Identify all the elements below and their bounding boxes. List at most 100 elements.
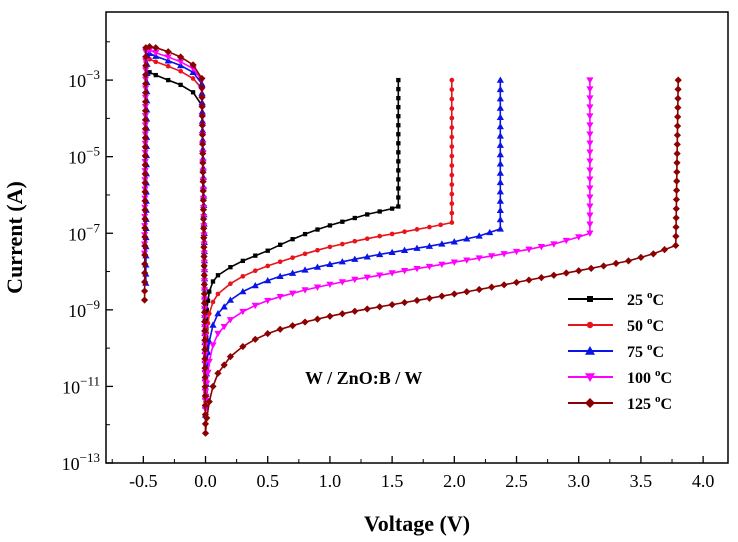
data-point <box>672 214 680 222</box>
legend-label: 100 oC <box>627 367 672 387</box>
data-point <box>496 160 504 167</box>
data-point <box>265 248 270 253</box>
data-point <box>389 206 395 211</box>
data-point <box>624 257 633 265</box>
data-point <box>674 94 682 103</box>
data-point <box>201 420 210 428</box>
data-point <box>600 262 608 270</box>
data-point <box>313 315 322 323</box>
data-point <box>438 292 446 300</box>
data-point <box>586 230 594 237</box>
x-tick-label: 4.0 <box>692 471 715 491</box>
data-point <box>141 224 149 232</box>
legend-label: 125 oC <box>627 393 672 413</box>
data-point <box>674 76 682 84</box>
x-tick-label: 3.5 <box>630 471 653 491</box>
legend-item: 25 oC <box>568 289 664 309</box>
data-point <box>190 76 196 81</box>
data-point <box>199 159 207 167</box>
data-point <box>586 77 594 84</box>
data-point <box>496 178 504 186</box>
data-point <box>203 414 211 422</box>
data-point <box>363 274 371 281</box>
data-point <box>210 279 216 284</box>
data-point <box>496 150 504 158</box>
data-point <box>228 265 233 270</box>
data-point <box>449 210 455 216</box>
data-point <box>165 63 171 69</box>
data-point <box>226 296 234 303</box>
data-point <box>475 232 483 239</box>
data-point <box>575 234 583 241</box>
data-point <box>209 321 217 328</box>
data-point <box>396 168 401 173</box>
data-point <box>201 345 209 354</box>
legend-label: 75 oC <box>627 341 664 361</box>
data-point <box>672 195 681 204</box>
data-point <box>338 310 346 318</box>
data-point <box>301 318 309 326</box>
data-point <box>400 246 409 253</box>
plot-frame <box>105 11 729 464</box>
data-point <box>315 227 320 232</box>
data-point <box>525 276 533 284</box>
data-point <box>239 342 247 351</box>
data-point <box>290 255 295 261</box>
data-point <box>166 77 171 83</box>
data-point <box>141 89 150 97</box>
data-point <box>500 251 508 258</box>
data-point <box>338 279 346 286</box>
data-point <box>302 231 308 237</box>
data-point <box>585 346 595 355</box>
data-point <box>586 86 594 93</box>
data-point <box>496 76 504 83</box>
data-point <box>228 281 233 287</box>
data-point <box>449 191 455 197</box>
data-point <box>449 163 455 168</box>
data-point <box>512 248 521 256</box>
data-point <box>450 238 458 245</box>
data-point <box>190 90 196 95</box>
data-point <box>200 252 208 261</box>
data-point <box>438 240 446 247</box>
data-point <box>649 250 657 258</box>
data-point <box>463 288 471 296</box>
data-point <box>214 330 222 338</box>
data-point <box>253 253 258 258</box>
data-point <box>586 131 594 138</box>
data-point <box>315 247 320 253</box>
data-point <box>141 269 149 277</box>
data-point <box>141 287 149 295</box>
data-point <box>672 205 680 213</box>
data-point <box>204 307 209 312</box>
y-tick-label: 10−13 <box>62 450 100 474</box>
data-point <box>496 169 504 176</box>
data-point <box>586 149 594 156</box>
data-point <box>449 77 455 83</box>
data-point <box>486 228 494 236</box>
data-point <box>496 132 504 139</box>
data-point <box>141 188 149 196</box>
y-axis: 10−3 10−5 10−7 10−9 10−11 10−13 <box>62 41 113 474</box>
series-4 <box>140 47 594 414</box>
data-point <box>496 225 504 232</box>
data-point <box>585 398 595 408</box>
y-tick-label: 10−3 <box>68 67 100 91</box>
data-point <box>586 194 594 201</box>
data-point <box>673 168 681 176</box>
data-point <box>201 383 209 391</box>
data-point <box>673 149 681 158</box>
data-point <box>326 312 334 320</box>
data-point <box>205 398 213 406</box>
data-point <box>290 237 295 242</box>
data-point <box>340 241 345 247</box>
data-point <box>587 296 593 302</box>
data-point <box>251 302 259 310</box>
legend-label: 50 oC <box>627 315 664 335</box>
data-point <box>396 195 401 200</box>
data-point <box>200 308 209 317</box>
x-tick-label: 2.0 <box>443 471 466 491</box>
data-point <box>351 255 359 262</box>
